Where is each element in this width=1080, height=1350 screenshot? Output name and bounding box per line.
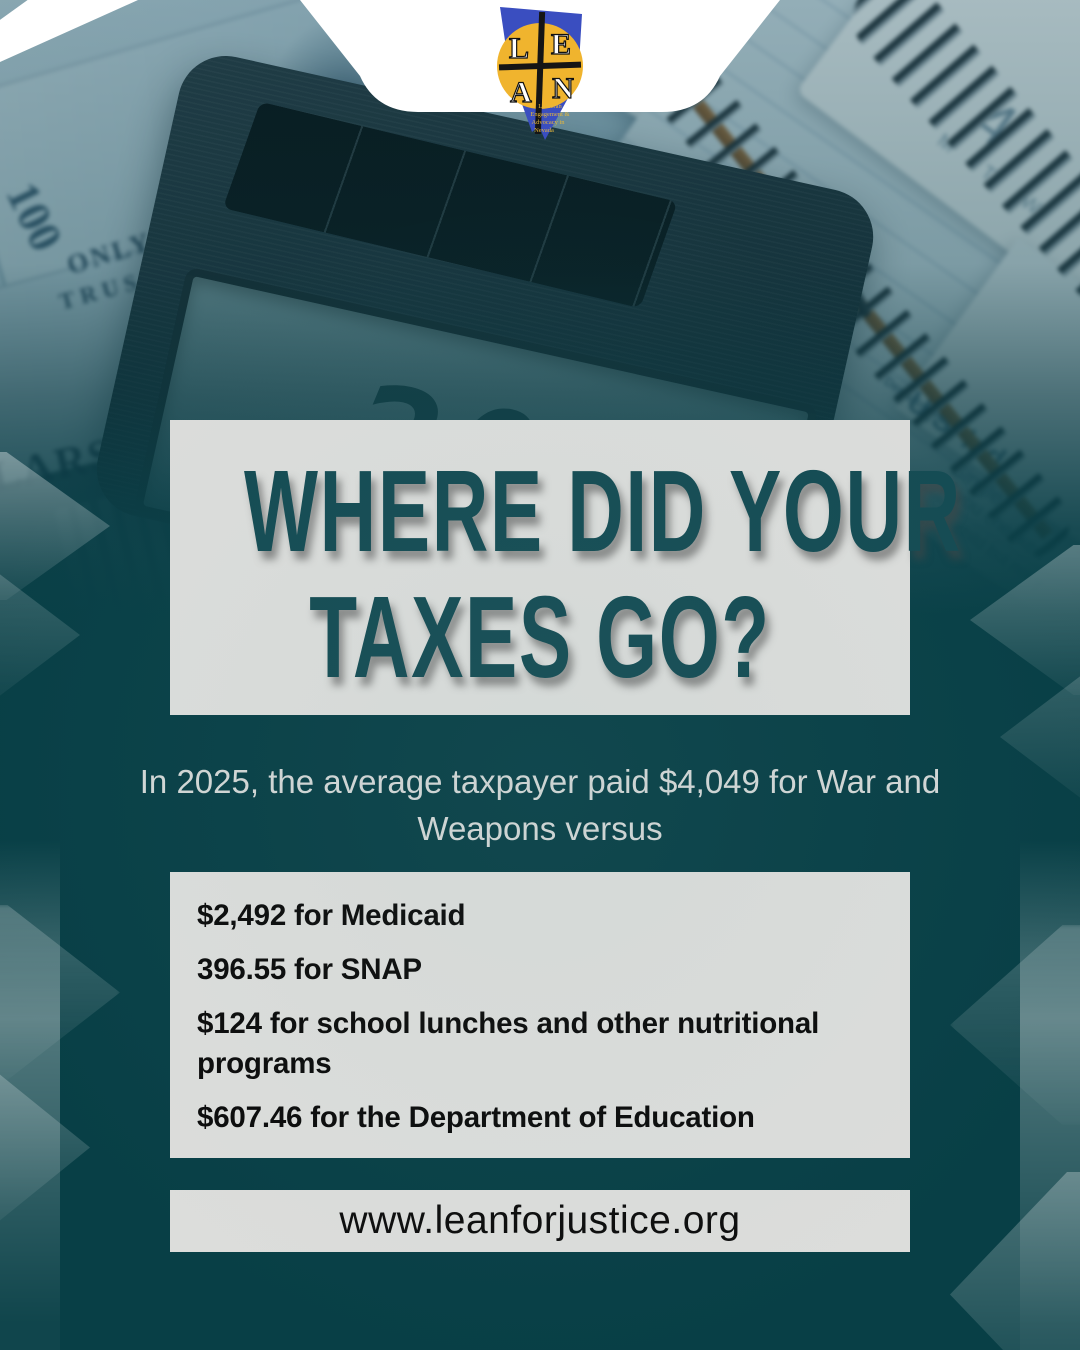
logo-cross-vertical — [534, 11, 546, 135]
lean-logo: L E A N Lutheran Engagement & Advocacy i… — [497, 7, 583, 140]
url-bar: www.leanforjustice.org — [170, 1190, 910, 1252]
list-item-snap: 396.55 for SNAP — [197, 953, 422, 986]
side-gradient-band — [0, 840, 60, 1350]
logo-letter-n: N — [552, 72, 574, 105]
title-line-2: TAXES GO? — [309, 572, 771, 702]
spending-list-box: $2,492 for Medicaid 396.55 for SNAP $124… — [170, 872, 910, 1158]
logo-org-line: Advocacy in — [531, 119, 565, 126]
website-url: www.leanforjustice.org — [339, 1199, 741, 1242]
title-line-1: WHERE DID YOUR — [244, 446, 962, 576]
subtitle-line-2: Weapons versus — [417, 810, 663, 847]
subtitle: In 2025, the average taxpayer paid $4,04… — [0, 758, 1080, 852]
logo-org-line: Nevada — [534, 127, 554, 134]
list-item-education: $607.46 for the Department of Education — [197, 1101, 755, 1134]
logo-cross-horizontal — [498, 61, 582, 71]
logo-org-line: Engagement & — [530, 111, 569, 118]
list-item-medicaid: $2,492 for Medicaid — [197, 899, 466, 932]
title-box: WHERE DID YOUR TAXES GO? — [170, 420, 962, 715]
list-item-school-lunches: $124 for school lunches and other nutrit… — [197, 1007, 820, 1080]
subtitle-line-1: In 2025, the average taxpayer paid $4,04… — [139, 763, 941, 800]
logo-letter-a: A — [510, 76, 532, 109]
logo-org-line: Lutheran — [538, 103, 562, 110]
logo-letter-l: L — [509, 32, 529, 65]
side-gradient-band — [1020, 840, 1080, 1350]
logo-letter-e: E — [551, 28, 571, 61]
